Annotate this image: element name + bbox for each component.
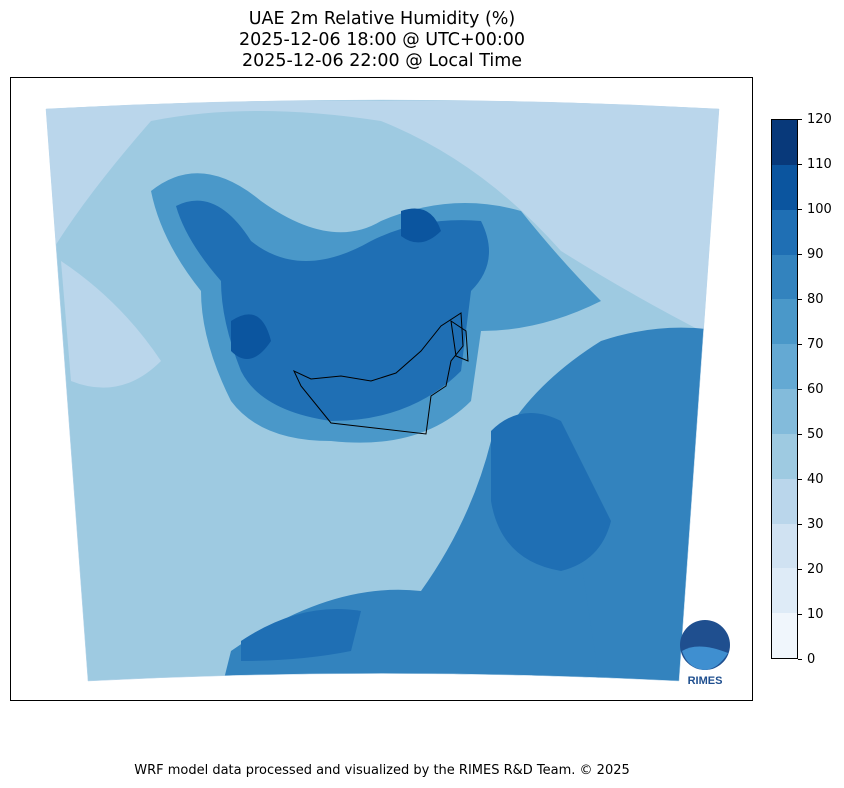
colorbar-tick-label: 40 <box>798 472 824 487</box>
colorbar-tick-label: 10 <box>798 607 824 622</box>
colorbar-tick-label: 60 <box>798 382 824 397</box>
colorbar-segment <box>772 344 797 390</box>
rimes-logo: RIMES <box>678 617 732 687</box>
field-30-40 <box>46 101 719 341</box>
local-time: 2025-12-06 22:00 @ Local Time <box>241 51 523 71</box>
map-frame <box>10 77 753 701</box>
field-40-50-band <box>181 456 451 521</box>
colorbar-tick-label: 110 <box>798 157 832 172</box>
footer-credit: WRF model data processed and visualized … <box>134 763 630 778</box>
field-30-40-west <box>61 261 161 388</box>
field-100-110 <box>231 208 441 359</box>
colorbar <box>771 119 798 659</box>
uae-border <box>292 312 464 435</box>
field-90-100-oman <box>491 413 611 571</box>
colorbar-tick-label: 30 <box>798 517 824 532</box>
colorbar-tick-label: 100 <box>798 202 832 217</box>
colorbar-tick-label: 50 <box>798 427 824 442</box>
humidity-map <box>45 99 720 682</box>
field-90-100 <box>176 200 489 421</box>
colorbar-segment <box>772 613 797 658</box>
colorbar-tick-label: 80 <box>798 292 824 307</box>
oman-musandam-border <box>450 319 469 362</box>
utc-time: 2025-12-06 18:00 @ UTC+00:00 <box>238 30 526 50</box>
field-90-100-coast <box>241 609 361 661</box>
logo-text: RIMES <box>688 675 723 687</box>
colorbar-segment <box>772 433 797 479</box>
colorbar-segment <box>772 523 797 569</box>
colorbar-segment <box>772 164 797 210</box>
colorbar-tick-label: 90 <box>798 247 824 262</box>
colorbar-segment <box>772 209 797 255</box>
colorbar-segment <box>772 568 797 614</box>
colorbar-segment <box>772 299 797 345</box>
colorbar-segment <box>772 120 797 165</box>
colorbar-segment <box>772 254 797 300</box>
colorbar-tick-label: 120 <box>798 112 832 127</box>
colorbar-tick-label: 70 <box>798 337 824 352</box>
map-title: UAE 2m Relative Humidity (%) <box>248 9 516 29</box>
colorbar-tick-label: 20 <box>798 562 824 577</box>
colorbar-tick-label: 0 <box>798 652 815 667</box>
colorbar-segment <box>772 389 797 434</box>
colorbar-segment <box>772 478 797 524</box>
